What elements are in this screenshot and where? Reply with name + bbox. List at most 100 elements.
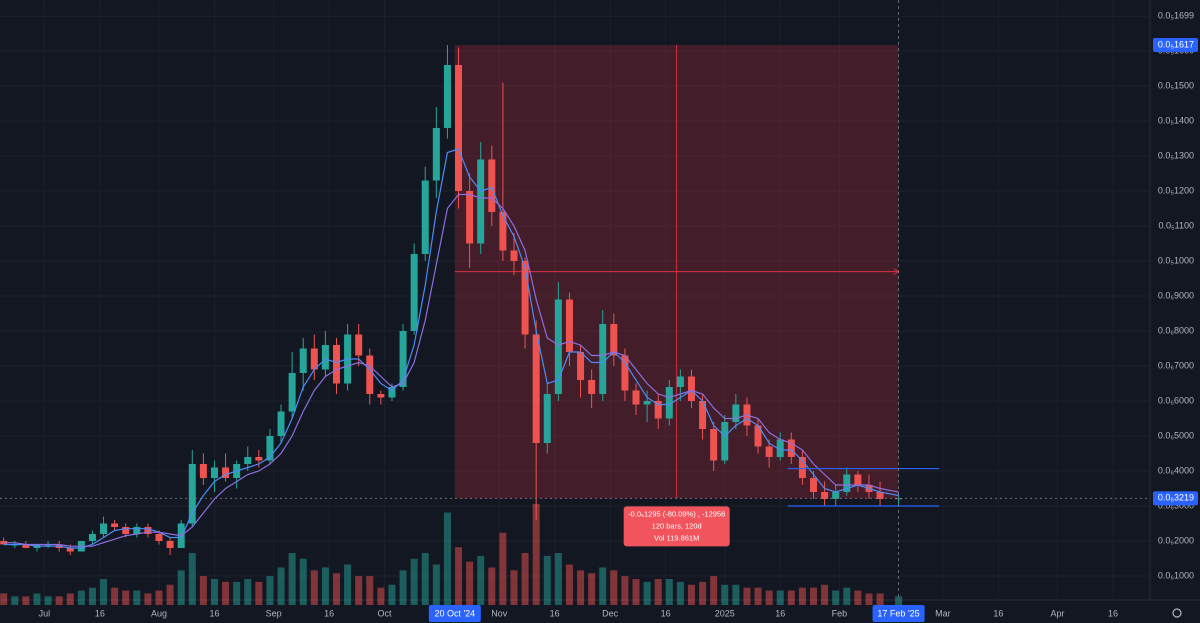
x-tick-label: 2025 <box>715 608 735 618</box>
volume-bar <box>133 590 141 605</box>
overlay-layer: -0.0₅1295 (-80.09%) , -12956 120 bars, 12… <box>0 0 1150 600</box>
volume-bar <box>865 593 873 605</box>
candle-body <box>321 344 329 370</box>
volume-bar <box>111 587 119 605</box>
volume-bar <box>776 590 784 605</box>
settings-ring[interactable] <box>1172 608 1182 618</box>
price-label: 0.0₅1617 <box>1158 39 1194 49</box>
volume-bar <box>443 512 451 605</box>
volume-bar <box>599 567 607 605</box>
volume-bar <box>377 587 385 605</box>
y-tick-label: 0.0₅1400 <box>1158 115 1194 125</box>
ma-layer <box>3 148 899 549</box>
volume-bar <box>554 553 562 605</box>
volume-bar <box>266 576 274 605</box>
candle-body <box>111 523 119 527</box>
y-tick-label: 0.0₆5000 <box>1158 430 1194 440</box>
y-tick-label: 0.0₅1500 <box>1158 80 1194 90</box>
candle-body <box>432 127 440 181</box>
candle-body <box>88 533 96 541</box>
volume-bar <box>876 593 884 605</box>
candle-body <box>798 456 806 478</box>
volume-bar <box>55 596 63 605</box>
volume-bar <box>732 584 740 605</box>
candle-body <box>122 526 130 534</box>
volume-bar <box>532 503 540 605</box>
candle-body <box>466 190 474 244</box>
volume-bar <box>632 579 640 605</box>
volume-bar <box>355 576 363 605</box>
candle-body <box>144 526 152 534</box>
measure-tooltip-text: -0.0₅1295 (-80.09%) , -12956 <box>628 509 725 518</box>
candle-body <box>155 533 163 541</box>
candle-body <box>488 159 496 212</box>
volume-layer <box>0 503 903 605</box>
candle-body <box>621 355 629 391</box>
x-tick-label: 16 <box>209 608 219 618</box>
candle-body <box>366 355 374 394</box>
candle-body <box>699 400 707 429</box>
candle-body <box>499 211 507 251</box>
date-label-bg <box>872 605 925 622</box>
volume-bar <box>344 564 352 605</box>
volume-bar <box>410 558 418 605</box>
candle-body <box>632 390 640 405</box>
volume-bar <box>222 581 230 605</box>
candle-body <box>188 463 196 524</box>
candle-body <box>732 404 740 422</box>
candle-body <box>721 421 729 461</box>
date-label: 17 Feb '25 <box>877 608 919 618</box>
price-label-bg <box>1153 38 1198 53</box>
y-tick-label: 0.0₆3000 <box>1158 500 1194 510</box>
y-tick-label: 0.0₆2000 <box>1158 535 1194 545</box>
x-tick-label: Oct <box>378 608 393 618</box>
candle-body <box>0 540 8 545</box>
candle-body <box>255 456 263 461</box>
candle-body <box>588 379 596 394</box>
volume-bar <box>798 587 806 605</box>
volume-bar <box>388 584 396 605</box>
volume-bar <box>255 581 263 605</box>
candle-body <box>332 344 340 384</box>
volume-bar <box>310 570 318 605</box>
candle-body <box>299 348 307 373</box>
volume-bar <box>88 587 96 605</box>
volume-bar <box>77 590 85 605</box>
candle-body <box>510 250 518 261</box>
volume-bar <box>421 553 429 605</box>
volume-bar <box>843 587 851 605</box>
volume-bar <box>122 590 130 605</box>
volume-bar <box>832 590 840 605</box>
settings-icon[interactable] <box>1172 608 1182 618</box>
candle-body <box>521 260 529 335</box>
volume-bar <box>66 593 74 605</box>
volume-bar <box>144 593 152 605</box>
candle-body <box>654 400 662 419</box>
x-tick-label: 16 <box>550 608 560 618</box>
volume-bar <box>710 576 718 605</box>
volume-bar <box>399 570 407 605</box>
volume-bar <box>654 579 662 605</box>
candle-body <box>765 446 773 457</box>
candle-body <box>66 547 74 552</box>
candle-body <box>399 330 407 387</box>
x-tick-label: Mar <box>935 608 951 618</box>
candle-body <box>133 526 141 534</box>
volume-bar <box>233 581 241 605</box>
candle-body <box>166 540 174 548</box>
volume-bar <box>565 564 573 605</box>
candle-body <box>776 439 784 457</box>
volume-bar <box>188 553 196 605</box>
candle-body <box>565 299 573 352</box>
volume-bar <box>166 584 174 605</box>
x-tick-label: Jul <box>39 608 51 618</box>
y-tick-label: 0.0₅1000 <box>1158 255 1194 265</box>
volume-bar <box>521 553 529 605</box>
date-label-bg <box>428 605 481 622</box>
volume-bar <box>277 567 285 605</box>
volume-bar <box>676 581 684 605</box>
volume-bar <box>499 532 507 605</box>
x-tick-label: 16 <box>993 608 1003 618</box>
